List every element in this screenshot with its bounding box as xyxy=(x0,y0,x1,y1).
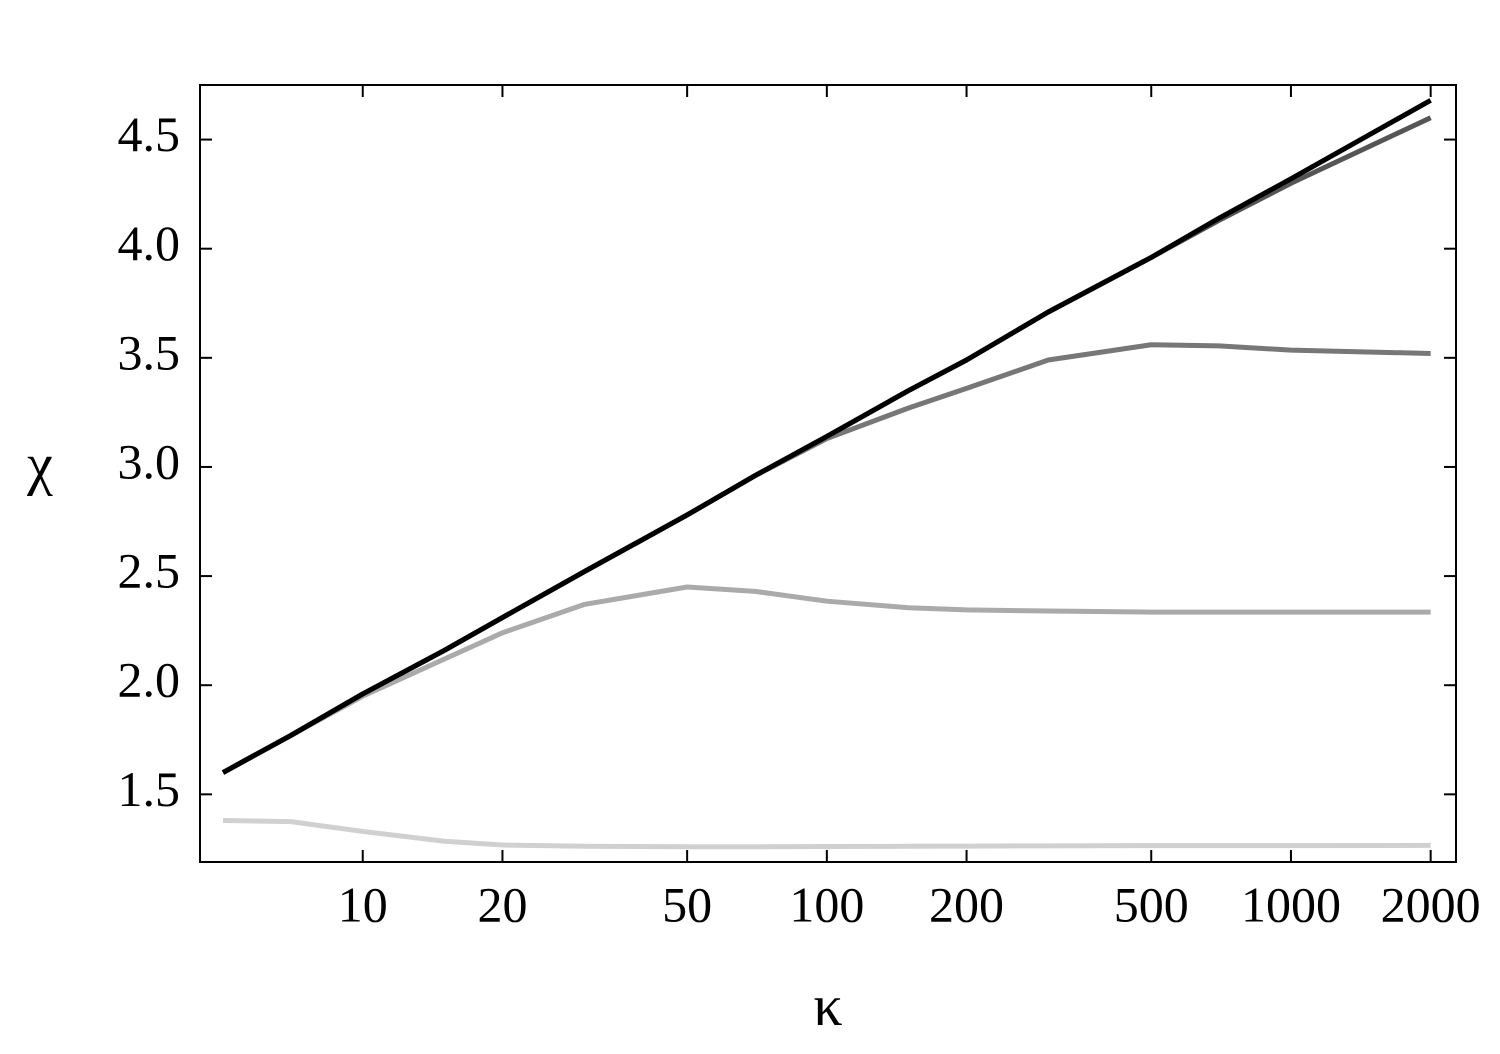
x-tick-label: 100 xyxy=(789,876,864,932)
y-tick-label: 2.5 xyxy=(118,543,181,599)
x-tick-label: 200 xyxy=(929,876,1004,932)
y-axis-label: χ xyxy=(26,431,53,496)
series-line xyxy=(222,818,1431,850)
y-tick-label: 1.5 xyxy=(118,761,181,817)
y-tick-label: 3.5 xyxy=(118,324,181,380)
x-tick-label: 1000 xyxy=(1241,876,1341,932)
plot-frame xyxy=(199,84,1457,863)
y-tick-label: 3.0 xyxy=(118,433,181,489)
series-line xyxy=(221,584,1431,775)
x-tick-label: 2000 xyxy=(1381,876,1481,932)
y-tick-label: 4.5 xyxy=(118,106,181,162)
x-axis-label: κ xyxy=(813,973,842,1038)
series-line xyxy=(221,342,1431,775)
x-tick-label: 10 xyxy=(338,876,388,932)
x-tick-label: 500 xyxy=(1114,876,1189,932)
x-tick-label: 20 xyxy=(477,876,527,932)
y-tick-label: 2.0 xyxy=(118,652,181,708)
series-line xyxy=(221,98,1432,775)
y-tick-label: 4.0 xyxy=(118,215,181,271)
x-tick-label: 50 xyxy=(662,876,712,932)
